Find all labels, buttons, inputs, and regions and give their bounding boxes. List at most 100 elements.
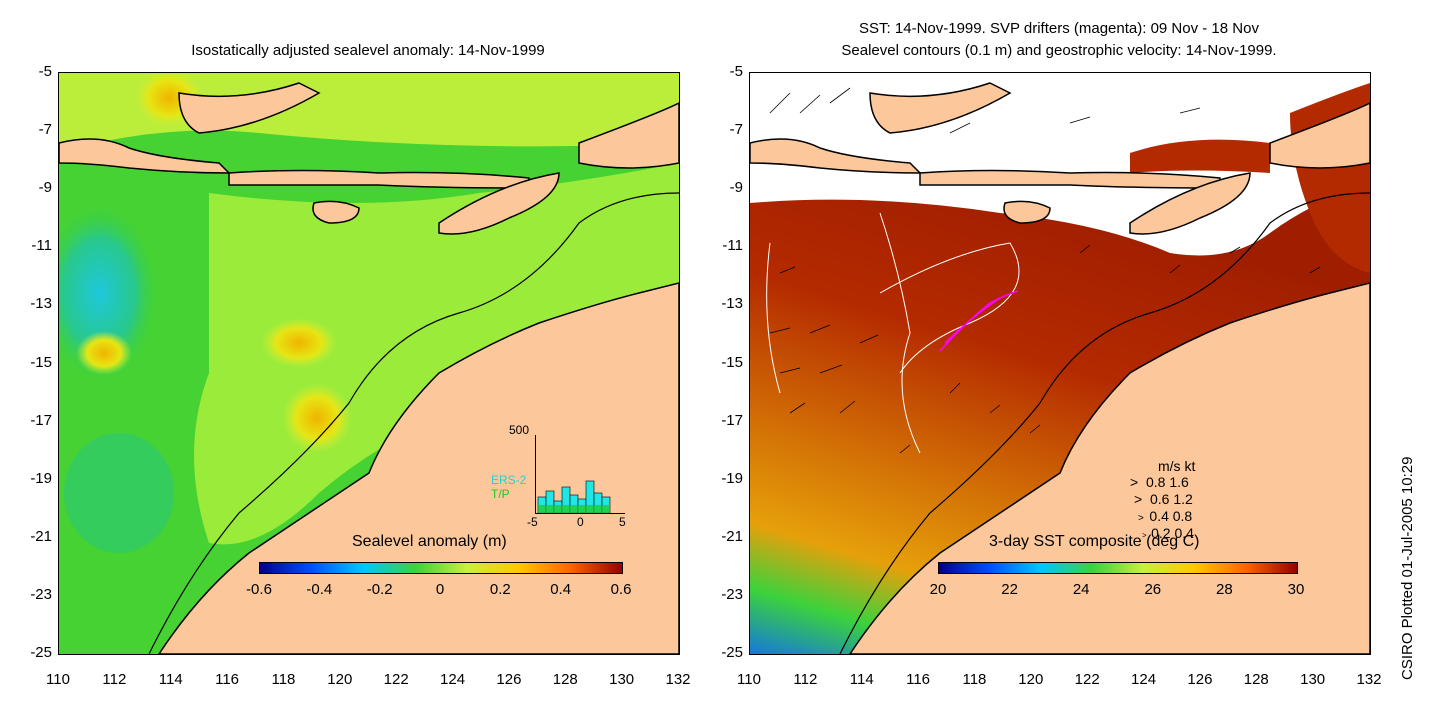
y-tick-label: -23 [30, 585, 52, 603]
velocity-legend-row-label: 0.2 0.4 [1151, 525, 1194, 541]
sst-map: m/s kt > 0.8 1.6 > 0.6 1.2 > 0.4 0.8 > 0… [749, 72, 1371, 655]
x-tick-label: 116 [215, 671, 240, 688]
y-tick-label: -25 [721, 644, 743, 661]
svp-drifter-track [939, 290, 1019, 352]
velocity-legend-arrow-icon: > [1142, 531, 1152, 540]
geostrophic-velocity-vectors [769, 87, 1321, 454]
y-tick-label: -21 [30, 527, 52, 545]
island-timor [438, 172, 560, 235]
y-tick-label: -19 [30, 469, 52, 487]
y-tick-label: -7 [729, 121, 743, 139]
y-tick-label: -11 [31, 237, 52, 255]
island-new-guinea [1269, 102, 1370, 169]
australia-landmass [849, 282, 1370, 654]
island-sumba [312, 200, 360, 224]
histogram-xtick-neg5: -5 [527, 515, 538, 529]
y-tick-label: -13 [721, 295, 743, 313]
histogram-y-axis [535, 435, 536, 513]
right-colorbar-title: 3-day SST composite (deg C) [989, 533, 1200, 550]
island-borneo-sulawesi [869, 82, 1012, 134]
y-tick-label: -25 [30, 644, 52, 661]
x-tick-label: 114 [158, 671, 183, 688]
histogram-series-label-tp: T/P [491, 487, 510, 501]
x-tick-label: 120 [1018, 671, 1044, 688]
histogram-series-label-ers2: ERS-2 [491, 473, 527, 487]
sst-field-warm-patch [1130, 139, 1270, 173]
histogram-x-axis [535, 513, 625, 514]
x-tick-label: 132 [1356, 671, 1382, 688]
y-tick-label: -7 [38, 121, 52, 139]
colorbar-tick-label: 0 [435, 581, 445, 598]
y-tick-label: -17 [721, 411, 743, 429]
y-tick-label: -17 [30, 411, 52, 429]
colorbar-tick-label: -0.4 [306, 581, 333, 598]
x-tick-label: 110 [737, 671, 761, 688]
y-tick-label: -19 [721, 469, 743, 487]
x-tick-label: 128 [1243, 671, 1269, 688]
sla-positive-region [59, 73, 679, 153]
x-tick-label: 132 [665, 671, 691, 688]
velocity-legend-row: > 0.6 1.2 [1134, 491, 1193, 507]
velocity-legend-row: > 0.2 0.4 [1142, 525, 1194, 541]
x-tick-label: 114 [849, 671, 874, 688]
histogram-bars [537, 480, 611, 513]
x-tick-label: 126 [496, 671, 522, 688]
bathymetry-contour [839, 192, 1370, 654]
csiro-plotted-label: CSIRO Plotted 01-Jul-2005 10:29 [1399, 456, 1416, 680]
histogram-xtick-5: 5 [619, 515, 626, 529]
velocity-legend-header: m/s kt [1158, 458, 1196, 474]
x-tick-label: 126 [1187, 671, 1213, 688]
velocity-legend-row-label: 0.4 0.8 [1149, 508, 1193, 524]
x-tick-label: 120 [327, 671, 353, 688]
left-panel-title: Isostatically adjusted sealevel anomaly:… [191, 42, 545, 59]
velocity-legend-arrow-icon: > [1138, 513, 1150, 524]
island-timor [1129, 172, 1251, 235]
colorbar-tick-label: 0.4 [550, 581, 572, 598]
right-panel-title-line1: SST: 14-Nov-1999. SVP drifters (magenta)… [859, 20, 1259, 37]
sst-colorbar [938, 562, 1298, 574]
x-tick-label: 110 [46, 671, 70, 688]
velocity-legend-row: > 0.8 1.6 [1130, 474, 1189, 490]
left-colorbar-title: Sealevel anomaly (m) [352, 533, 507, 550]
colorbar-tick-label: 22 [1001, 581, 1018, 598]
colorbar-tick-label: 30 [1287, 581, 1305, 598]
sealevel-contour [766, 242, 781, 394]
x-tick-label: 112 [102, 671, 127, 688]
histogram-ymax-label: 500 [509, 423, 530, 437]
colorbar-tick-label: 0.6 [610, 581, 632, 598]
island-sumba [1003, 200, 1051, 224]
island-borneo-sulawesi [178, 82, 321, 134]
x-tick-label: 124 [1131, 671, 1157, 688]
colorbar-tick-label: 26 [1144, 581, 1162, 598]
colorbar-tick-label: -0.6 [246, 581, 272, 598]
x-tick-label: 122 [1074, 671, 1100, 688]
x-tick-label: 130 [609, 671, 635, 688]
y-tick-label: -9 [38, 179, 52, 197]
histogram-xtick-0: 0 [577, 515, 584, 529]
sla-positive-anomaly [261, 318, 337, 368]
sealevel-contour [879, 212, 921, 454]
y-tick-label: -11 [722, 237, 743, 255]
x-tick-label: 130 [1300, 671, 1326, 688]
x-tick-label: 124 [440, 671, 466, 688]
sealevel-anomaly-map: 500 ERS-2 T/P -5 0 5 [58, 72, 680, 655]
y-tick-label: -15 [30, 353, 52, 371]
y-tick-label: -15 [721, 353, 743, 371]
x-tick-label: 112 [793, 671, 818, 688]
svp-drifter-track [944, 297, 1001, 344]
y-tick-label: -13 [30, 295, 52, 313]
velocity-legend-arrow-icon: > [1134, 491, 1150, 507]
bathymetry-contour [148, 192, 679, 654]
sla-positive-anomaly [282, 383, 352, 453]
altimeter-histogram: 500 ERS-2 T/P -5 0 5 [491, 423, 649, 531]
velocity-legend-arrow-icon: > [1130, 474, 1146, 490]
sealevel-colorbar [259, 562, 623, 574]
sla-positive-anomaly [76, 331, 132, 375]
x-tick-label: 118 [962, 671, 987, 688]
right-panel-title-line2: Sealevel contours (0.1 m) and geostrophi… [841, 42, 1277, 59]
x-tick-label: 128 [552, 671, 578, 688]
x-tick-label: 118 [271, 671, 296, 688]
sealevel-contour [879, 242, 1020, 374]
island-new-guinea [578, 102, 679, 169]
x-tick-label: 116 [906, 671, 931, 688]
